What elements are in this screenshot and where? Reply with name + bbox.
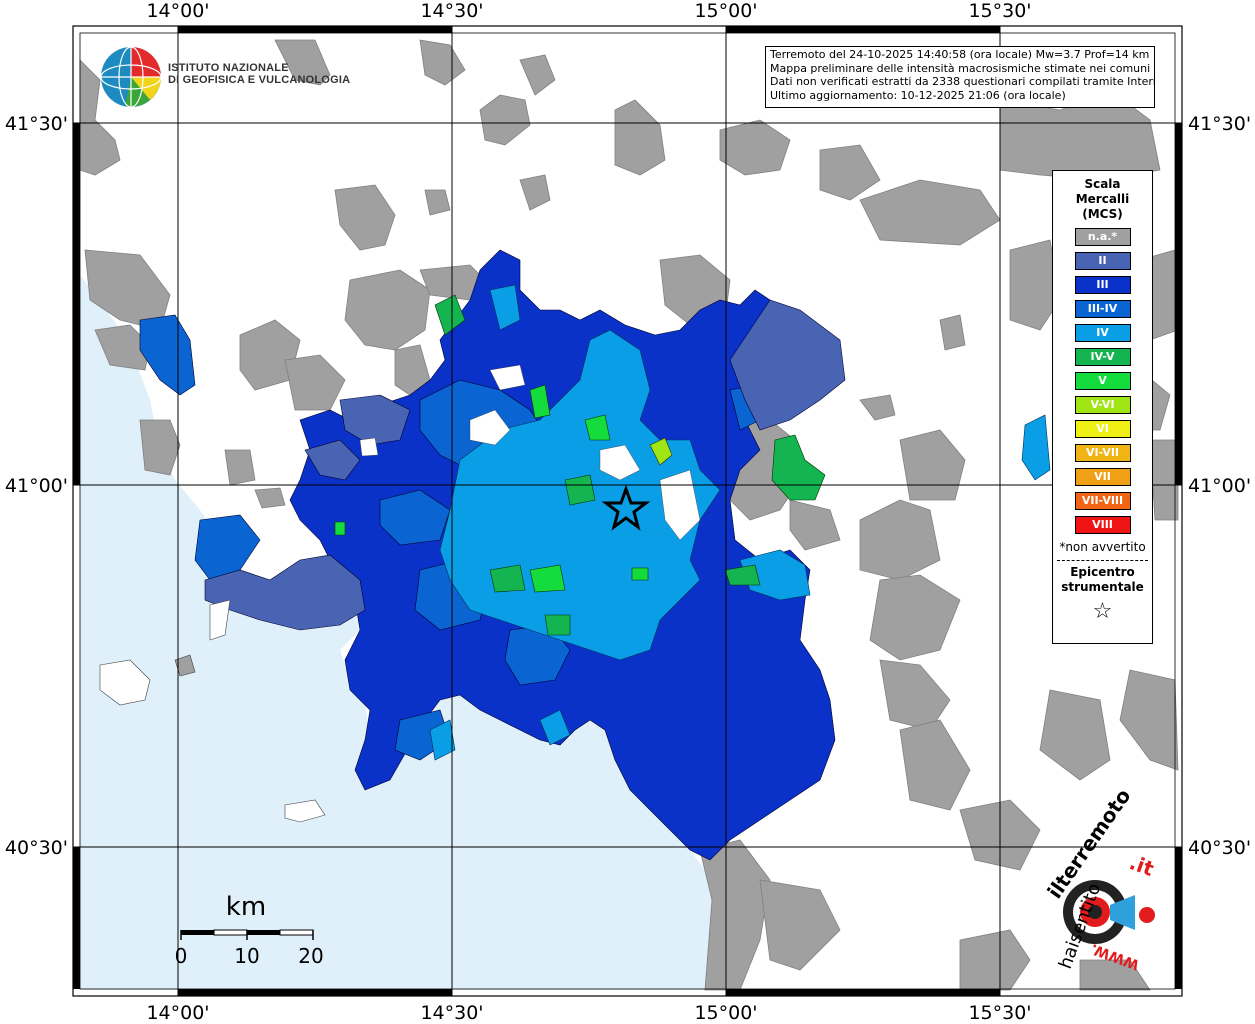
legend-title-line: Scala [1084,177,1121,191]
event-info-line: Mappa preliminare delle intensità macros… [770,61,1151,75]
intensity-V-areas [334,384,649,593]
legend-item: IV [1074,324,1131,342]
intensity-V-VI-area [649,437,673,466]
lon-label-bottom: 15°00' [694,1002,757,1024]
legend-item: III-IV [1074,300,1131,318]
legend-title-line: (MCS) [1082,207,1123,221]
lon-label-bottom: 15°30' [968,1002,1031,1024]
legend-epicenter-line: Epicentro [1070,565,1135,579]
legend-item: VII-VIII [1074,492,1131,510]
haisentito-logo [1063,880,1155,944]
ingv-logo-text: ISTITUTO NAZIONALE DI GEOFISICA E VULCAN… [168,62,350,86]
lon-label-top: 14°30' [420,0,483,22]
ingv-line1: ISTITUTO NAZIONALE [168,62,289,74]
lat-label-right: 41°00' [1188,475,1251,497]
intensity-IV-V-areas [434,294,826,636]
lat-label-right: 41°30' [1188,113,1251,135]
no-data-areas [359,364,701,541]
epicenter-star-icon [601,484,651,531]
legend-item: n.a.* [1074,228,1131,246]
legend-title: Scala Mercalli (MCS) [1053,177,1152,222]
scale-label: 10 [234,944,259,968]
legend-note: *non avvertito [1059,540,1146,554]
ingv-globe-icon [100,46,162,108]
lat-label-left: 41°30' [5,113,68,135]
legend-item: IV-V [1074,348,1131,366]
event-info-line: Ultimo aggiornamento: 10-12-2025 21:06 (… [770,88,1066,102]
legend-epicenter-line: strumentale [1061,580,1144,594]
lon-label-top: 15°30' [968,0,1031,22]
legend-item: VIII [1074,516,1131,534]
legend-item: II [1074,252,1131,270]
scale-unit: km [226,892,266,922]
event-info-line: Dati non verificati estratti da 2338 que… [770,75,1155,88]
legend-item: III [1074,276,1131,294]
lon-label-top: 15°00' [694,0,757,22]
islands [99,599,326,823]
legend-divider [1057,560,1148,561]
lon-label-top: 14°00' [146,0,209,22]
legend-item: V [1074,372,1131,390]
legend-item: V-VI [1074,396,1131,414]
legend-item: VI [1074,420,1131,438]
event-info-box: Terremoto del 24-10-2025 14:40:58 (ora l… [765,46,1155,108]
legend-epicenter-label: Epicentro strumentale [1053,565,1152,595]
legend-items: n.a.* II III III-IV IV IV-V V V-VI VI VI-VII VII VI… [1053,228,1152,534]
lat-label-left: 41°00' [5,475,68,497]
lon-label-bottom: 14°30' [420,1002,483,1024]
graticule [73,26,1182,996]
legend-item: VII [1074,468,1131,486]
sea-area [80,275,712,990]
lat-label-left: 40°30' [5,837,68,859]
mcs-legend: Scala Mercalli (MCS) n.a.* II III III-IV IV I… [1052,170,1153,644]
scale-bar [180,929,314,940]
lon-label-bottom: 14°00' [146,1002,209,1024]
legend-item: VI-VII [1074,444,1131,462]
intensity-IV-patches [429,284,1051,761]
scale-label: 0 [175,944,188,968]
intensity-III-IV-areas [139,314,761,761]
ingv-line2: DI GEOFISICA E VULCANOLOGIA [168,74,351,86]
scale-label: 20 [298,944,323,968]
map-frame [72,25,1183,997]
lat-label-right: 40°30' [1188,837,1251,859]
intensity-II-areas [204,299,846,631]
event-info-line: Terremoto del 24-10-2025 14:40:58 (ora l… [770,48,1150,61]
legend-star-icon: ☆ [1092,599,1113,624]
legend-title-line: Mercalli [1075,192,1130,206]
